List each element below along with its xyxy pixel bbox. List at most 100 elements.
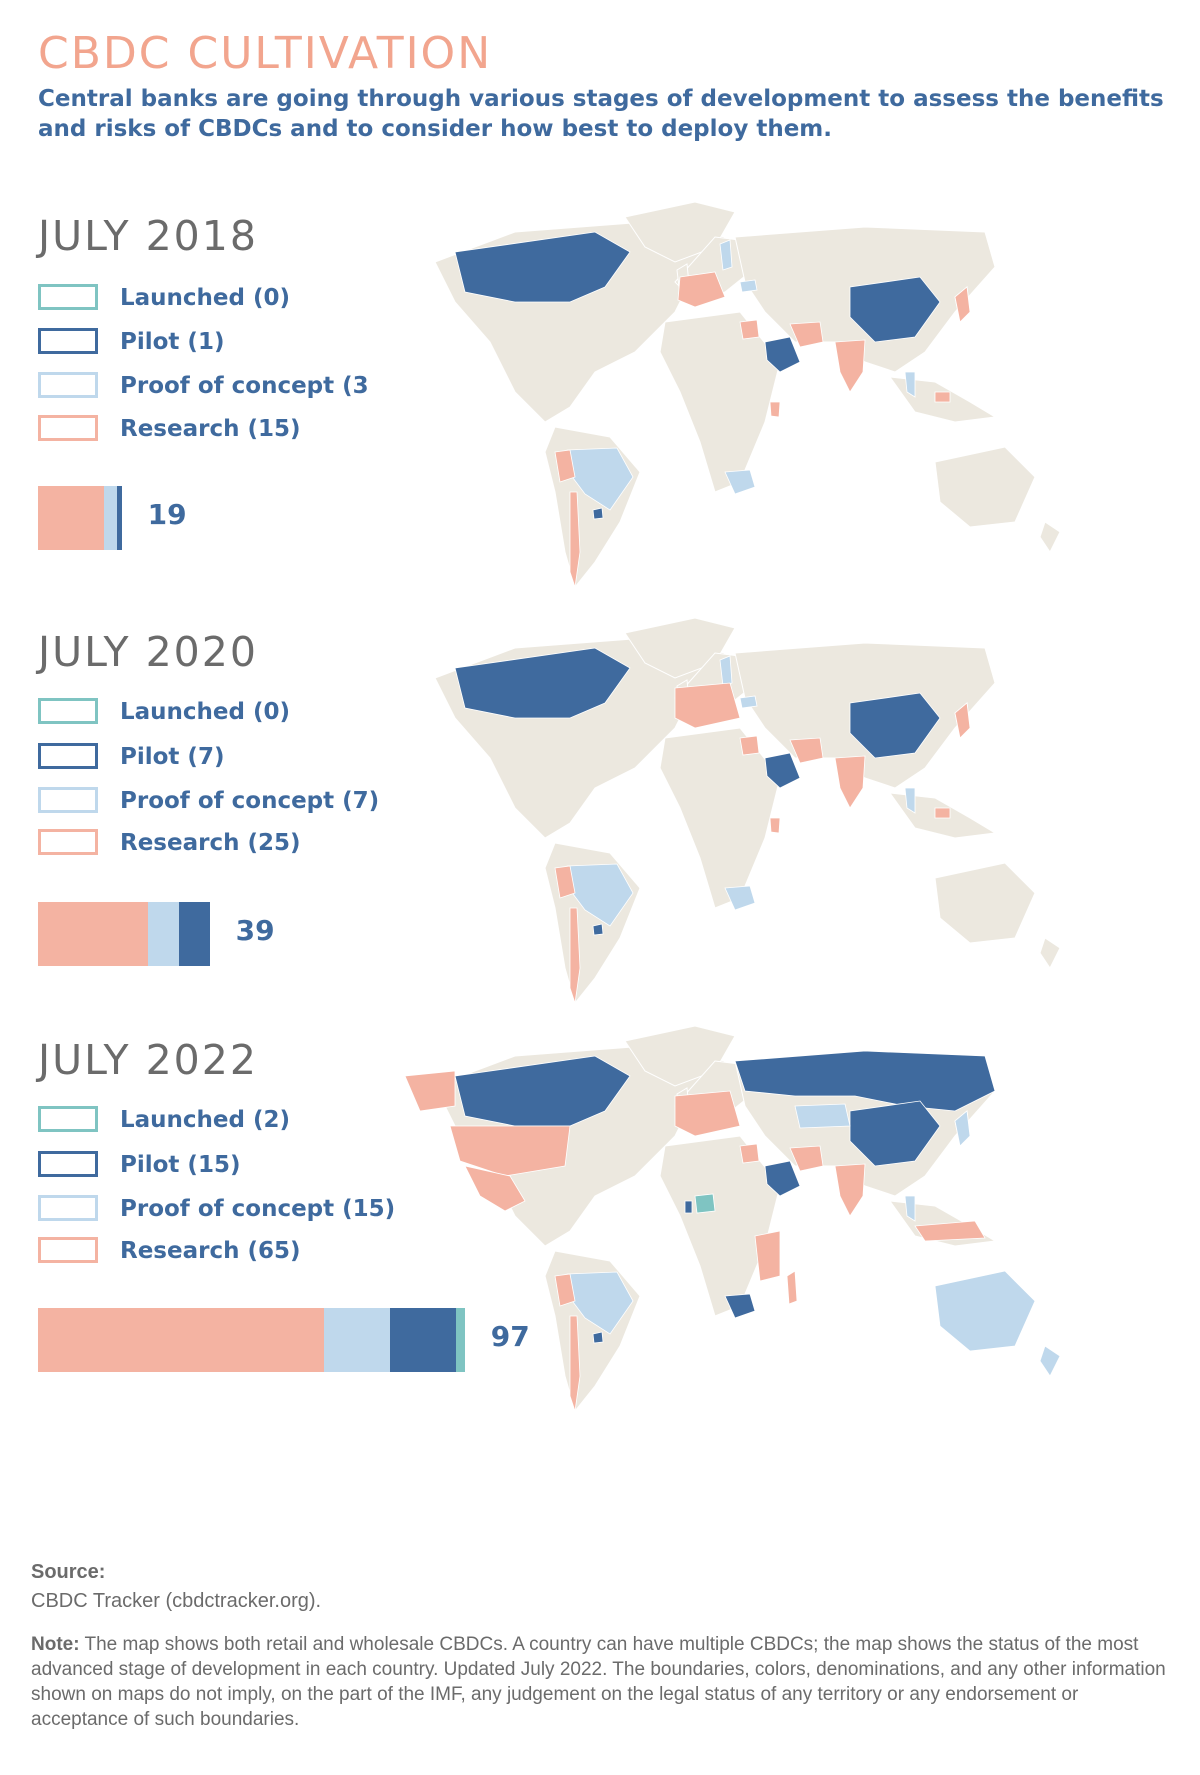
land-new-zealand [1039,521,1061,553]
country-china-pilot [849,1100,941,1167]
legend-label-launched: Launched (2) [120,1107,291,1133]
country-mexico-research [464,1165,526,1212]
country-egypt-research [739,1143,760,1164]
country-china-pilot [849,276,941,343]
country-uruguay-pilot [592,923,604,936]
country-japan-hl-proof [954,1110,971,1147]
page-subtitle: Central banks are going through various … [38,86,1164,142]
country-indonesia-hl-research [914,1220,986,1242]
legend-swatch-research [38,1237,98,1263]
stacked-bar [38,902,210,966]
country-western-europe-research [674,682,741,729]
bar-segment-pilot [117,486,122,550]
country-canada-pilot [454,231,631,303]
country-ukraine-proof [739,279,758,293]
country-south-africa-proof [724,469,756,495]
country-saudi-arabia-pilot [764,752,801,789]
country-alaska-research [404,1070,456,1112]
panel-2018: JULY 2018 Launched (0) Pilot (1) Proof o… [0,201,1200,612]
bar-segment-proof [104,486,118,550]
country-ghana-pilot [684,1200,693,1214]
panel-year: JULY 2018 [38,212,258,260]
legend-label-proof: Proof of concept (15) [120,1196,396,1222]
country-china-pilot [849,692,941,759]
stacked-bar [38,486,122,550]
country-thailand-proof [904,371,916,398]
legend-label-proof: Proof of concept (7) [120,788,380,814]
country-thailand-proof [904,1195,916,1222]
country-ukraine-proof [739,695,758,709]
land-australia [934,446,1036,528]
bar-segment-research [38,486,104,550]
country-iran-research [789,1145,824,1172]
legend-swatch-pilot [38,743,98,769]
country-egypt-research [739,319,760,340]
legend-label-research: Research (65) [120,1238,301,1264]
legend-label-launched: Launched (0) [120,285,291,311]
country-japan-hl-research [954,286,971,323]
country-iran-research [789,737,824,764]
country-nigeria-launched [694,1193,716,1214]
country-uruguay-pilot [592,1331,604,1344]
country-kazakhstan-proof [794,1103,851,1129]
country-indonesia-hl-research [934,391,951,403]
note-label: Note: [31,1634,80,1655]
source-label: Source: [31,1561,106,1583]
bar-total: 39 [235,914,275,947]
note-text: The map shows both retail and wholesale … [31,1634,1166,1730]
legend-swatch-pilot [38,328,98,354]
country-kenya-research [769,817,781,834]
country-peru-research [554,865,576,899]
world-map [434,617,1061,1005]
note: Note: The map shows both retail and whol… [31,1632,1171,1732]
panel-year: JULY 2022 [38,1036,258,1084]
country-indonesia-hl-research [934,807,951,819]
country-uruguay-pilot [592,507,604,520]
country-india-research [834,339,866,393]
country-egypt-research [739,735,760,756]
world-map [404,1025,1061,1413]
legend-label-pilot: Pilot (7) [120,744,225,770]
legend-swatch-proof [38,787,98,813]
country-iran-research [789,321,824,348]
legend-swatch-research [38,829,98,855]
country-saudi-arabia-pilot [764,336,801,373]
country-south-africa-proof [724,885,756,911]
panel-2020: JULY 2020 Launched (0) Pilot (7) Proof o… [0,617,1200,1028]
country-chile-research [569,1315,581,1412]
bar-segment-pilot [390,1308,456,1372]
legend-swatch-launched [38,1106,98,1132]
bar-total: 19 [147,498,187,531]
country-western-europe-research [674,1090,741,1137]
country-sweden-proof [719,655,733,687]
country-south-africa-pilot [724,1293,756,1319]
land-new-zealand [1039,937,1061,969]
legend-label-research: Research (15) [120,416,301,442]
country-kenya-research [769,401,781,418]
world-map [434,201,1061,589]
bar-segment-launched [456,1308,465,1372]
country-east-africa-research [754,1230,781,1282]
legend-label-launched: Launched (0) [120,699,291,725]
country-australia-hl-proof [934,1270,1036,1352]
country-india-research [834,755,866,809]
country-chile-research [569,907,581,1004]
bar-segment-research [38,1308,324,1372]
country-thailand-proof [904,787,916,814]
country-india-research [834,1163,866,1217]
country-russia-pilot [734,1050,996,1112]
country-canada-pilot [454,1055,631,1127]
legend-label-pilot: Pilot (1) [120,329,225,355]
country-madagascar-research [786,1270,798,1305]
country-canada-pilot [454,647,631,719]
legend-label-research: Research (25) [120,830,301,856]
land-africa [659,311,781,493]
land-africa [659,727,781,909]
bar-segment-proof [148,902,179,966]
country-usa-research [449,1125,571,1177]
country-chile-research [569,491,581,588]
bar-segment-proof [324,1308,390,1372]
legend-swatch-launched [38,698,98,724]
country-sweden-proof [719,239,733,271]
country-saudi-arabia-pilot [764,1160,801,1197]
